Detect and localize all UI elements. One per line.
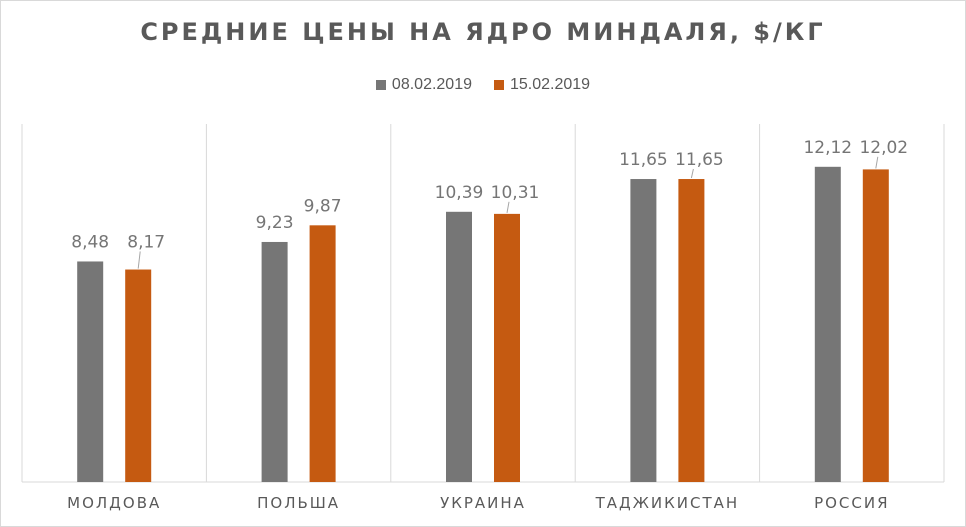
- data-label-leader: [690, 168, 694, 179]
- legend: 08.02.2019 15.02.2019: [0, 76, 966, 94]
- data-label-leader: [875, 156, 879, 169]
- data-label-leader: [506, 201, 510, 213]
- bar-2: [862, 169, 889, 482]
- data-label: 11,65: [619, 150, 668, 170]
- bar-1: [261, 241, 288, 482]
- legend-swatch-series-2: [494, 80, 504, 90]
- data-label: 9,87: [304, 196, 342, 216]
- chart-title: СРЕДНИЕ ЦЕНЫ НА ЯДРО МИНДАЛЯ, $/КГ: [140, 18, 826, 46]
- category-label: ПОЛЬША: [257, 494, 340, 512]
- legend-swatch-series-1: [375, 80, 386, 90]
- data-label: 8,17: [127, 232, 165, 252]
- bar-1: [77, 261, 104, 482]
- legend-item-series-1: 08.02.2019: [375, 76, 472, 94]
- legend-item-series-2: 15.02.2019: [494, 76, 590, 94]
- category-label: РОССИЯ: [814, 494, 889, 512]
- legend-label-series-1: 08.02.2019: [391, 76, 472, 93]
- category-label: ТАДЖИКИСТАН: [595, 494, 740, 512]
- bar-2: [309, 225, 336, 482]
- data-label: 11,65: [675, 150, 724, 170]
- data-label: 12,12: [803, 138, 852, 158]
- data-label: 10,39: [435, 183, 484, 203]
- bar-2: [678, 179, 705, 482]
- bar-1: [630, 179, 657, 482]
- data-label: 12,02: [859, 138, 908, 158]
- data-label: 10,31: [491, 183, 540, 203]
- bar-1: [814, 166, 841, 482]
- bar-2: [494, 213, 520, 483]
- data-label-leader: [137, 251, 141, 269]
- category-label: УКРАИНА: [440, 494, 526, 512]
- bar-2: [125, 269, 152, 482]
- data-label: 9,23: [256, 213, 294, 233]
- category-label: МОЛДОВА: [67, 494, 161, 512]
- data-label: 8,48: [71, 232, 109, 252]
- bar-1: [446, 211, 472, 482]
- legend-label-series-2: 15.02.2019: [510, 76, 591, 93]
